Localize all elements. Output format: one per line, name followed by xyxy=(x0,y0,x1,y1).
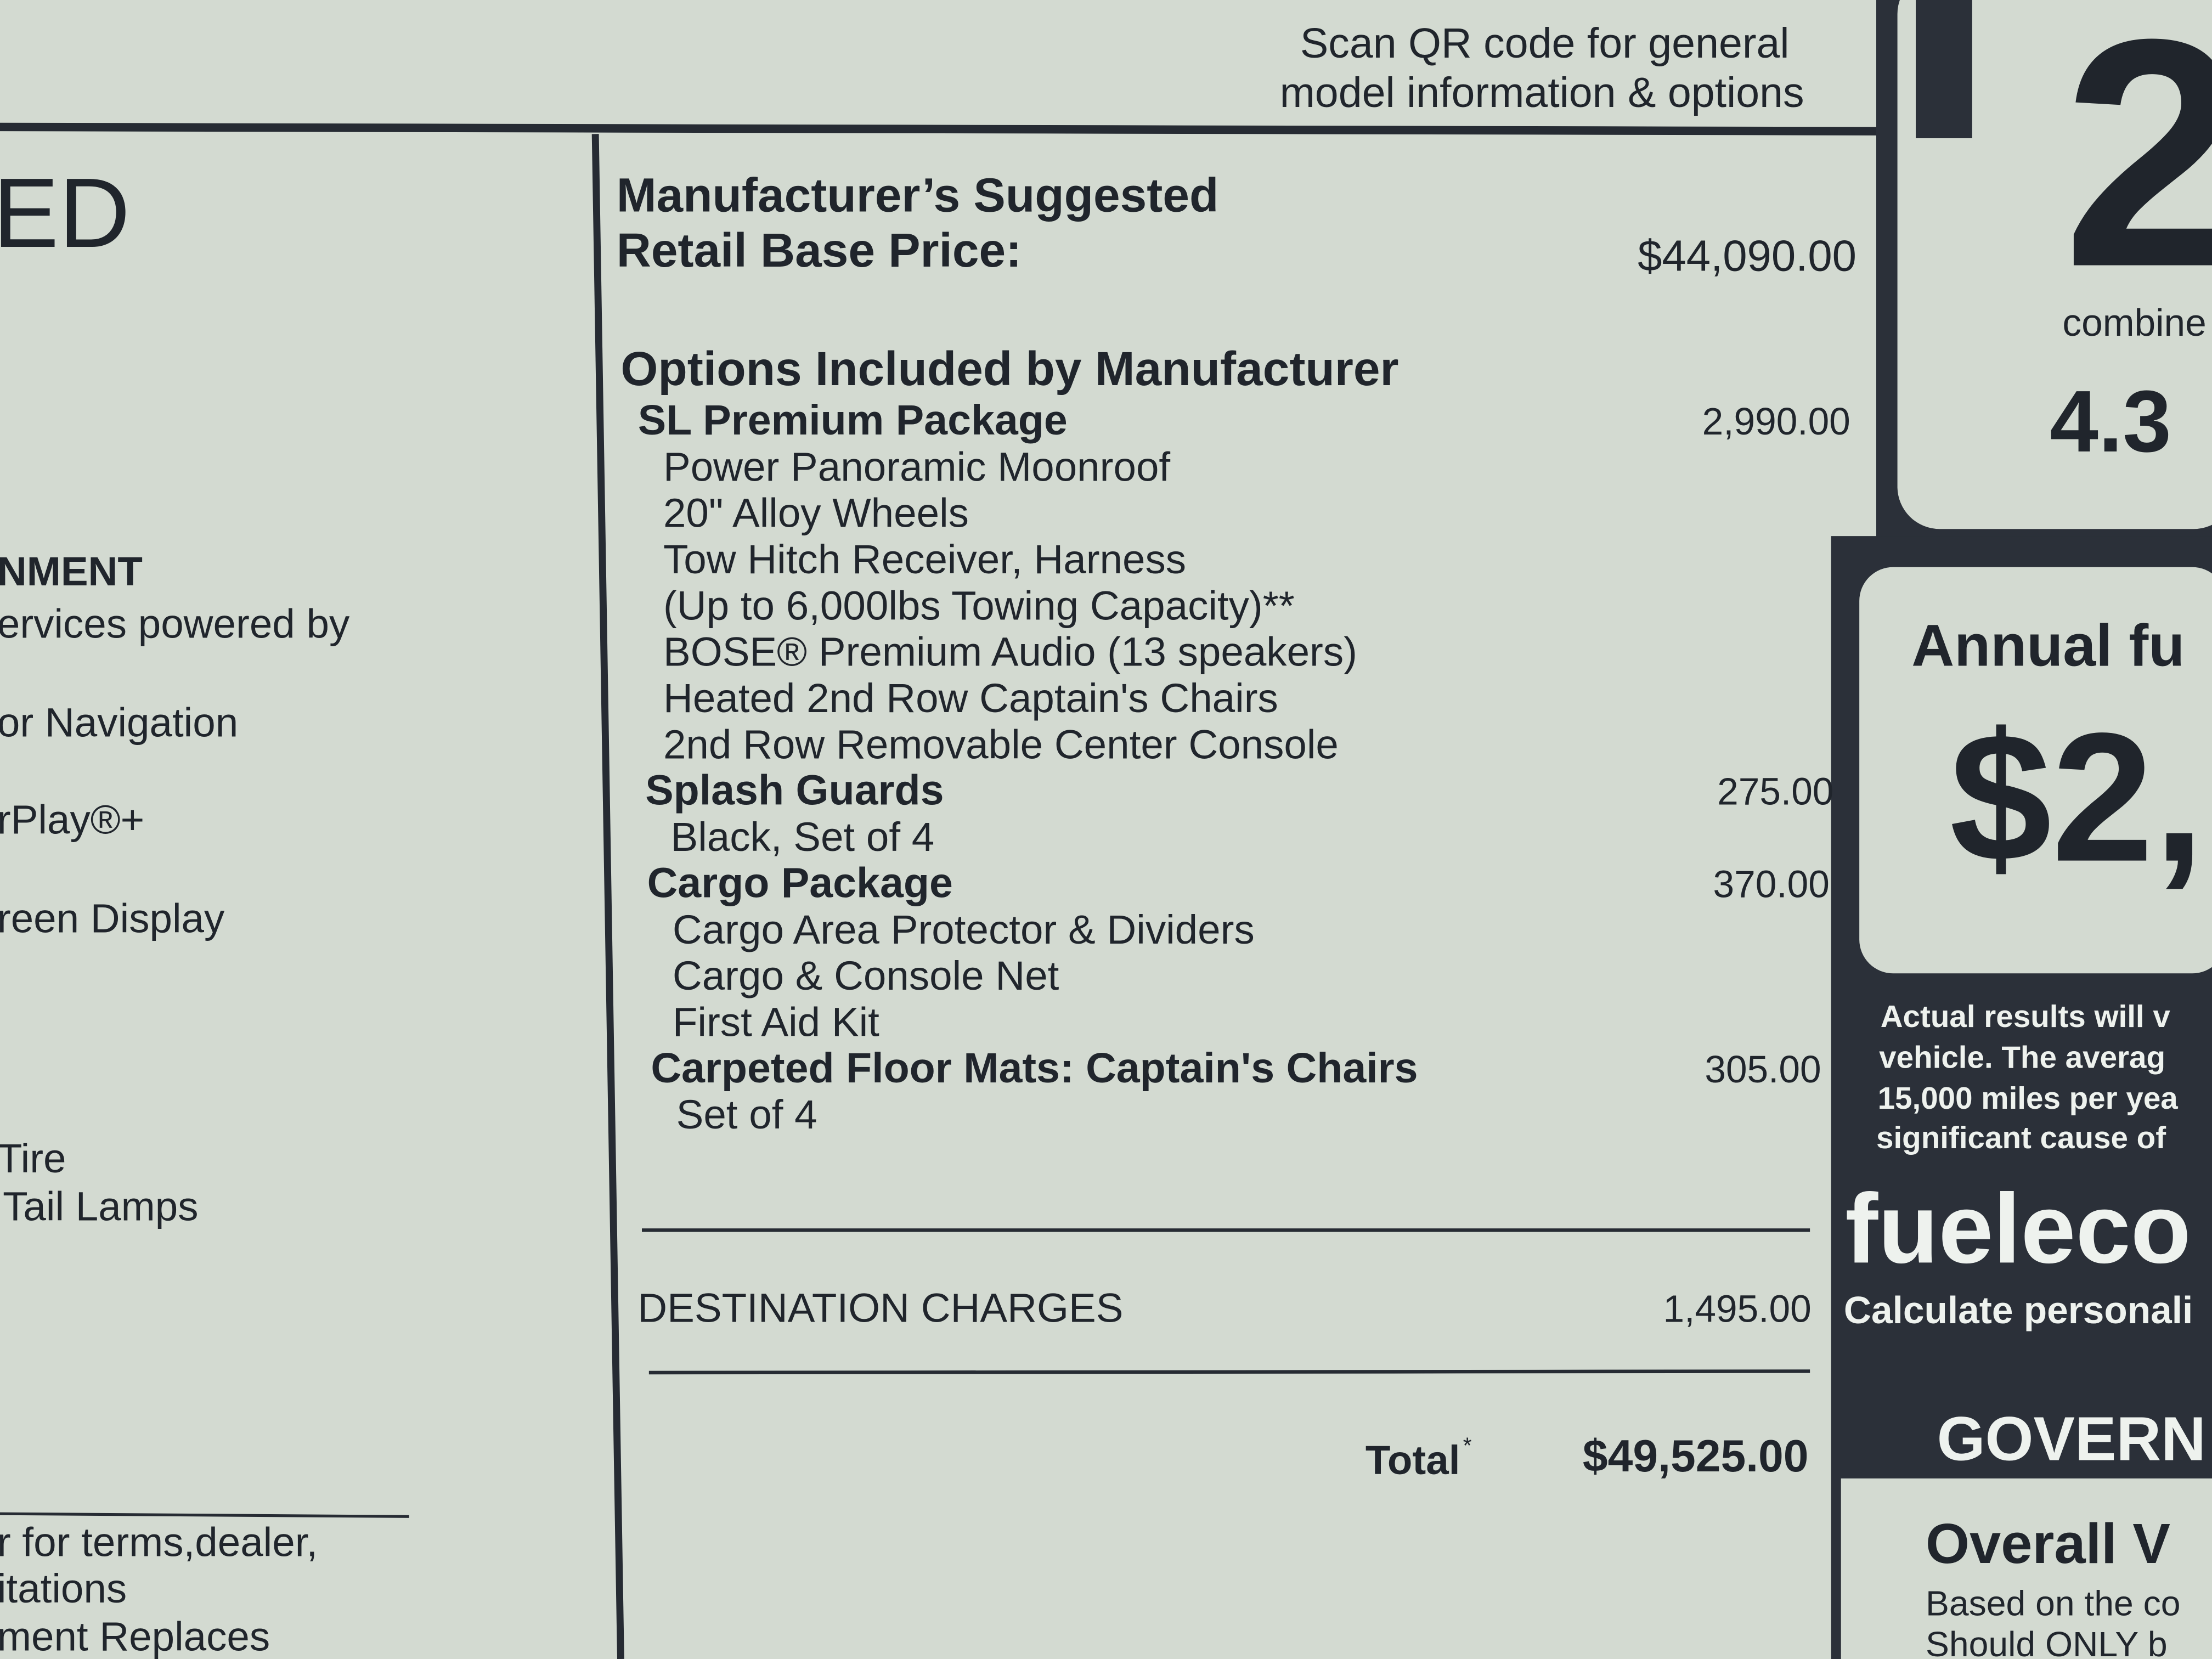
package-detail: Power Panoramic Moonroof xyxy=(663,443,1170,489)
package-detail: Heated 2nd Row Captain's Chairs xyxy=(663,675,1278,721)
package-detail: Black, Set of 4 xyxy=(670,814,934,860)
options-heading: Options Included by Manufacturer xyxy=(620,342,1398,396)
overall-note: Should ONLY b xyxy=(1926,1624,2168,1659)
gallons: 4.3 xyxy=(2050,373,2171,470)
base-price: $44,090.00 xyxy=(1638,232,1857,280)
package-name: Carpeted Floor Mats: Captain's Chairs xyxy=(651,1045,1418,1092)
total-amount: $49,525.00 xyxy=(1583,1431,1809,1481)
site: fueleco xyxy=(1845,1173,2191,1284)
package-detail: 2nd Row Removable Center Console xyxy=(663,721,1339,767)
price-title: Retail Base Price: xyxy=(617,223,1022,277)
package-name: Splash Guards xyxy=(645,767,944,814)
annual-heading: Annual fu xyxy=(1911,612,2185,679)
fuel-note: 15,000 miles per yea xyxy=(1878,1081,2179,1115)
left-line: NMENT xyxy=(0,548,143,594)
mpg-box xyxy=(1897,0,2212,529)
site-note: Calculate personali xyxy=(1844,1289,2193,1331)
left-heading: ED xyxy=(0,158,130,268)
package-price: 2,990.00 xyxy=(1702,400,1850,443)
qr-note: Scan QR code for general xyxy=(1300,20,1790,67)
package-detail: Cargo Area Protector & Dividers xyxy=(673,906,1255,952)
total-marker: * xyxy=(1463,1433,1472,1458)
left-footer: itations xyxy=(0,1565,127,1611)
gov-box xyxy=(1841,1478,2212,1659)
package-detail: (Up to 6,000lbs Towing Capacity)** xyxy=(663,582,1295,628)
left-line: ervices powered by xyxy=(0,600,350,646)
annual-cost: $2, xyxy=(1950,695,2205,900)
left-line: or Navigation xyxy=(0,699,238,745)
cost-box xyxy=(1859,567,2212,974)
mpg: 2 xyxy=(2062,0,2212,334)
qr-note: model information & options xyxy=(1280,69,1804,116)
package-detail: Tow Hitch Receiver, Harness xyxy=(663,536,1186,582)
package-detail: 20" Alloy Wheels xyxy=(663,490,969,536)
package-detail: Cargo & Console Net xyxy=(673,952,1059,998)
package-detail: First Aid Kit xyxy=(673,998,879,1045)
column-rule xyxy=(591,134,624,1659)
pump-icon xyxy=(1916,0,1972,138)
gov-heading: GOVERN xyxy=(1937,1404,2206,1473)
package-detail: Set of 4 xyxy=(676,1091,817,1137)
overall: Overall V xyxy=(1926,1512,2170,1575)
package-detail: BOSE® Premium Audio (13 speakers) xyxy=(663,629,1357,675)
left-footer: ment Replaces xyxy=(0,1613,270,1659)
left-line: reen Display xyxy=(0,895,225,941)
fuel-note: Actual results will v xyxy=(1881,999,2171,1034)
package-price: 370.00 xyxy=(1713,862,1830,905)
fuel-note: significant cause of xyxy=(1876,1120,2166,1155)
package-price: 305.00 xyxy=(1705,1048,1821,1091)
overall-note: Based on the co xyxy=(1926,1583,2180,1623)
price-title: Manufacturer’s Suggested xyxy=(617,168,1219,222)
package-name: SL Premium Package xyxy=(638,397,1068,444)
destination-label: DESTINATION CHARGES xyxy=(637,1284,1123,1330)
left-rule xyxy=(0,1512,409,1518)
destination-amount: 1,495.00 xyxy=(1663,1287,1812,1330)
left-line: Tail Lamps xyxy=(3,1183,198,1229)
combined-label: combine xyxy=(2062,301,2206,344)
left-line: rPlay®+ xyxy=(0,797,144,843)
package-name: Cargo Package xyxy=(647,859,953,906)
package-price: 275.00 xyxy=(1717,770,1833,813)
rule xyxy=(648,1369,1810,1375)
fuel-note: vehicle. The averag xyxy=(1879,1040,2165,1075)
total-label: Total xyxy=(1365,1437,1460,1483)
top-rule xyxy=(0,122,1883,136)
left-footer: r for terms,dealer, xyxy=(0,1519,318,1565)
left-line: Tire xyxy=(0,1135,66,1181)
